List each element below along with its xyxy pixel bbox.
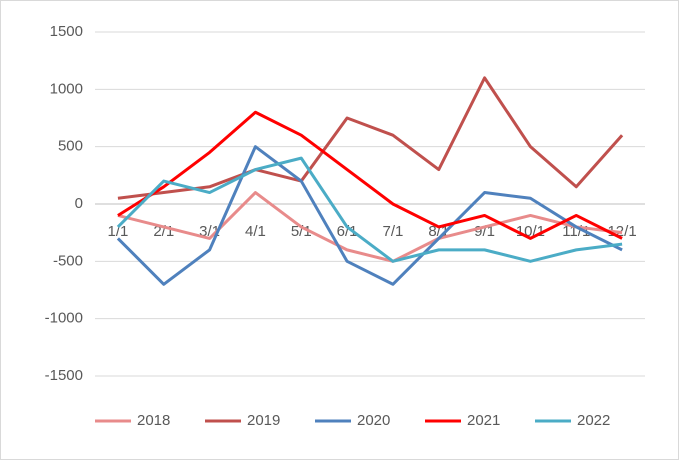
- legend-label: 2021: [467, 412, 500, 429]
- series-line: [117, 76, 624, 200]
- series-line: [116, 145, 623, 286]
- series-line: [117, 110, 623, 240]
- legend-label: 2019: [247, 412, 280, 429]
- x-tick-label: 4/1: [245, 223, 266, 240]
- legend-label: 2020: [357, 412, 390, 429]
- legend-label: 2022: [577, 412, 610, 429]
- y-tick-label: 1000: [50, 80, 83, 97]
- legend-label: 2018: [137, 412, 170, 429]
- y-tick-label: 1500: [50, 23, 83, 40]
- y-tick-label: -1000: [45, 310, 83, 327]
- series-line: [117, 191, 623, 263]
- y-tick-label: -1500: [45, 367, 83, 384]
- series-line: [116, 156, 623, 263]
- y-tick-label: 500: [58, 138, 83, 155]
- y-tick-label: -500: [53, 252, 83, 269]
- x-tick-label: 5/1: [291, 223, 312, 240]
- x-tick-label: 6/1: [337, 223, 358, 240]
- x-tick-label: 1/1: [107, 223, 128, 240]
- x-tick-label: 7/1: [382, 223, 403, 240]
- y-tick-label: 0: [75, 195, 83, 212]
